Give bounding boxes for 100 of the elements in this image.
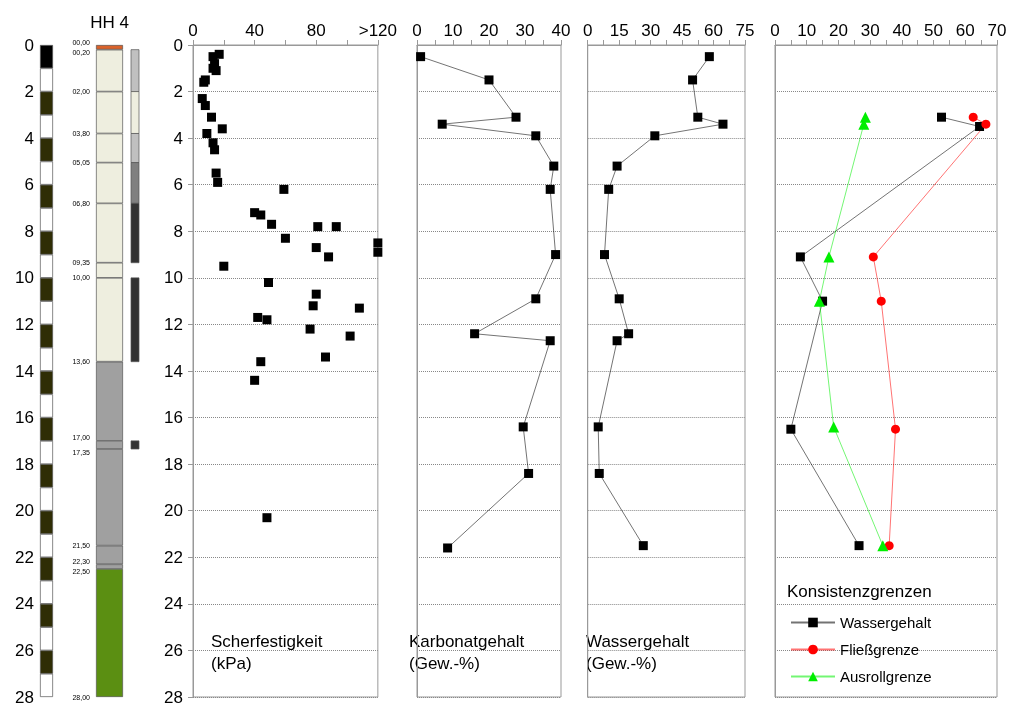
- legend-label: Fließgrenze: [840, 641, 920, 658]
- point: [437, 119, 447, 129]
- point: [549, 161, 559, 171]
- point: [891, 424, 901, 434]
- point: [876, 296, 886, 306]
- point: [600, 250, 609, 260]
- x-tick-label: 15: [609, 21, 629, 40]
- y-tick-label: 28: [164, 687, 183, 707]
- point: [877, 540, 889, 552]
- point: [267, 219, 277, 229]
- point: [718, 119, 728, 129]
- point: [968, 112, 978, 122]
- y-tick-label: 22: [15, 547, 34, 567]
- point: [311, 289, 321, 299]
- point: [823, 251, 835, 263]
- point: [308, 301, 318, 311]
- x-axis-title: Karbonatgehalt (Gew.-%): [409, 631, 525, 673]
- point: [981, 119, 991, 129]
- y-tick-label: 16: [164, 408, 183, 428]
- point: [256, 357, 266, 367]
- y-tick-label: 4: [24, 128, 34, 148]
- x-tick-label: 0: [582, 21, 593, 40]
- y-tick-label: 20: [15, 501, 34, 521]
- point: [331, 222, 341, 232]
- point: [511, 112, 521, 122]
- legend-title: Konsistenzgrenzen: [787, 582, 932, 601]
- y-tick-label: 18: [164, 454, 183, 474]
- x-tick-label: 70: [987, 21, 1007, 40]
- point: [280, 233, 290, 243]
- y-tick-label: 26: [164, 640, 183, 660]
- point: [373, 247, 383, 257]
- y-tick-label: 12: [164, 314, 183, 334]
- point: [211, 168, 221, 178]
- x-tick-label: 0: [412, 21, 422, 40]
- point: [518, 422, 528, 432]
- point: [373, 238, 383, 248]
- y-tick-label: 0: [24, 35, 34, 55]
- y-tick-label: 12: [15, 314, 34, 334]
- point: [213, 177, 223, 187]
- x-tick-label: 10: [797, 21, 817, 40]
- y-tick-label: 14: [164, 361, 183, 381]
- point: [200, 101, 210, 111]
- point: [217, 124, 227, 134]
- y-tick-label: 2: [24, 82, 34, 102]
- point: [210, 145, 220, 155]
- y-tick-label: 18: [15, 454, 34, 474]
- point: [262, 513, 272, 523]
- point: [551, 250, 561, 260]
- y-tick-label: 8: [173, 221, 183, 241]
- x-tick-label: 20: [828, 21, 848, 40]
- point: [593, 422, 603, 432]
- x-tick-label: 0: [188, 21, 198, 40]
- point: [693, 112, 703, 122]
- point: [250, 375, 260, 385]
- y-tick-label: 10: [15, 268, 34, 288]
- point: [470, 329, 480, 339]
- point: [262, 315, 272, 325]
- bar: [130, 440, 140, 450]
- point: [612, 336, 622, 346]
- point: [524, 468, 534, 478]
- bar: [130, 277, 140, 363]
- x-tick-label: 80: [306, 21, 326, 40]
- x-tick-label: 20: [479, 21, 499, 40]
- y-tick-label: 4: [173, 128, 183, 148]
- point: [345, 331, 355, 341]
- x-axis-title: Scherfestigkeit (kPa): [211, 631, 323, 673]
- point: [320, 352, 330, 362]
- point: [704, 52, 714, 62]
- point: [614, 294, 624, 304]
- x-tick-label: 60: [704, 21, 724, 40]
- point: [828, 421, 840, 433]
- point: [263, 278, 273, 288]
- point: [531, 131, 541, 141]
- y-tick-label: 24: [164, 594, 183, 614]
- y-tick-label: 28: [15, 687, 34, 707]
- x-tick-label: HH 4: [90, 13, 129, 32]
- point: [545, 184, 555, 194]
- x-tick-label: 10: [443, 21, 463, 40]
- x-tick-label: 30: [641, 21, 661, 40]
- point: [624, 329, 634, 339]
- x-tick-label: 50: [924, 21, 944, 40]
- point: [786, 424, 796, 434]
- legend-label: Ausrollgrenze: [840, 668, 932, 685]
- y-tick-label: 20: [164, 501, 183, 521]
- y-tick-label: 8: [24, 221, 34, 241]
- point: [256, 210, 266, 220]
- point: [206, 112, 216, 122]
- point: [795, 252, 805, 262]
- x-tick-label: 40: [892, 21, 912, 40]
- point: [650, 131, 660, 141]
- y-tick-label: 14: [15, 361, 34, 381]
- point: [324, 252, 334, 262]
- point: [202, 128, 212, 138]
- point: [313, 222, 323, 232]
- point: [416, 52, 426, 62]
- y-tick-label: 22: [164, 547, 183, 567]
- x-tick-label: 60: [955, 21, 975, 40]
- y-tick-label: 6: [24, 175, 34, 195]
- point: [253, 312, 263, 322]
- x-tick-label: >120: [358, 21, 397, 40]
